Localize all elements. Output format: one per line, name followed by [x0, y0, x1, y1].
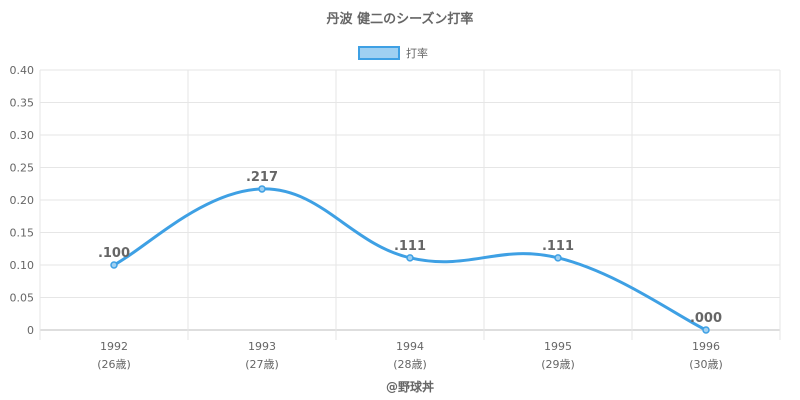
- data-point: [110, 261, 118, 269]
- footer-credit: @野球丼: [386, 379, 434, 394]
- data-label: .000: [690, 311, 722, 326]
- data-label: .111: [542, 239, 574, 254]
- legend: 打率: [358, 46, 428, 60]
- grid: [39, 69, 781, 340]
- legend-label: 打率: [406, 46, 428, 60]
- data-labels: .100 .217 .111 .111 .000: [98, 170, 722, 326]
- x-tick-sublabel: (27歳): [245, 358, 279, 371]
- y-tick-label: 0.05: [10, 292, 35, 305]
- data-label: .111: [394, 239, 426, 254]
- x-tick-sublabel: (29歳): [541, 358, 575, 371]
- chart-title: 丹波 健二のシーズン打率: [327, 11, 474, 27]
- data-point: [406, 254, 414, 262]
- y-axis-ticks: 0 0.05 0.10 0.15 0.20 0.25 0.30 0.35 0.40: [10, 64, 35, 337]
- y-tick-label: 0.10: [10, 259, 35, 272]
- y-tick-label: 0.20: [10, 194, 35, 207]
- data-point: [258, 185, 266, 193]
- y-tick-label: 0.15: [10, 227, 35, 240]
- y-tick-label: 0.40: [10, 64, 35, 77]
- legend-swatch: [358, 46, 400, 60]
- y-tick-label: 0.35: [10, 97, 35, 110]
- data-point: [554, 254, 562, 262]
- x-tick-label: 1994: [396, 340, 424, 353]
- x-tick-label: 1992: [100, 340, 128, 353]
- data-points: [110, 185, 710, 334]
- data-label: .217: [246, 170, 278, 185]
- x-tick-label: 1996: [692, 340, 720, 353]
- x-tick-sublabel: (28歳): [393, 358, 427, 371]
- y-tick-label: 0: [27, 324, 34, 337]
- y-tick-label: 0.30: [10, 129, 35, 142]
- x-axis-ticks: 1992 (26歳) 1993 (27歳) 1994 (28歳) 1995 (29歳) 1996…: [97, 340, 723, 371]
- y-tick-label: 0.25: [10, 162, 35, 175]
- data-point: [702, 326, 710, 334]
- x-tick-label: 1993: [248, 340, 276, 353]
- data-label: .100: [98, 246, 130, 261]
- x-tick-sublabel: (30歳): [689, 358, 723, 371]
- x-tick-sublabel: (26歳): [97, 358, 131, 371]
- x-tick-label: 1995: [544, 340, 572, 353]
